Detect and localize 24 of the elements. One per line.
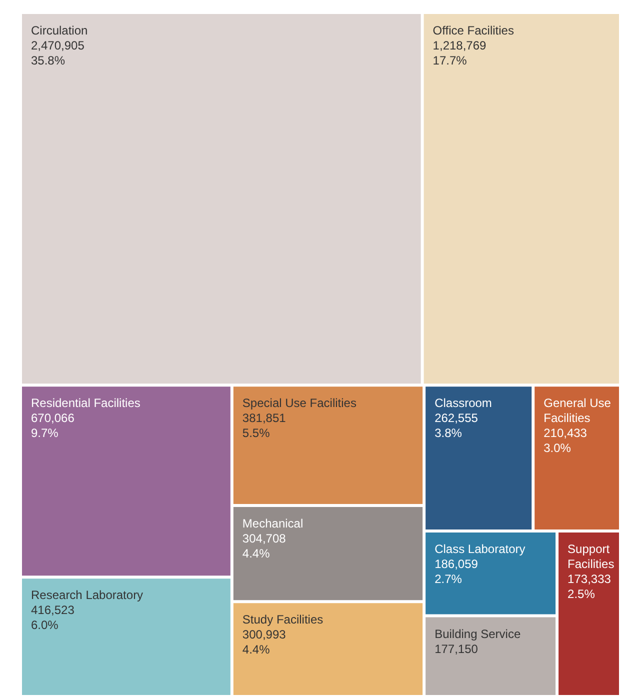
data-label: 210,433 3.0% (544, 426, 588, 456)
category-label: Class Laboratory (434, 542, 526, 556)
data-label: 416,523 6.0% (31, 603, 75, 632)
data-label: 1,218,769 17.7% (432, 38, 487, 68)
category-label: Office Facilities (432, 24, 514, 38)
category-label: Special Use Facilities (242, 396, 356, 410)
data-label: 173,333 2.5% (568, 572, 612, 601)
category-label: Residential Facilities (31, 396, 140, 410)
category-label: Research Laboratory (31, 588, 144, 602)
data-label: 186,059 2.7% (434, 556, 478, 586)
category-label: Support Facilities (568, 542, 614, 571)
category-label: Mechanical (242, 516, 304, 531)
data-label: 300,993 4.4% (242, 628, 286, 657)
data-label: 304,708 4.4% (242, 532, 286, 561)
data-label: 381,851 5.5% (242, 411, 286, 440)
category-label: Circulation (31, 24, 88, 38)
data-label: 262,555 3.8% (434, 411, 478, 440)
data-label: 177,150 (434, 642, 478, 656)
category-label: Building Service (434, 626, 521, 641)
data-label: 2,470,905 35.8% (31, 38, 85, 68)
category-label: Study Facilities (242, 612, 324, 627)
category-label: Classroom (434, 396, 492, 410)
data-label: 670,066 9.7% (31, 411, 75, 440)
category-label: General Use Facilities (544, 396, 614, 426)
